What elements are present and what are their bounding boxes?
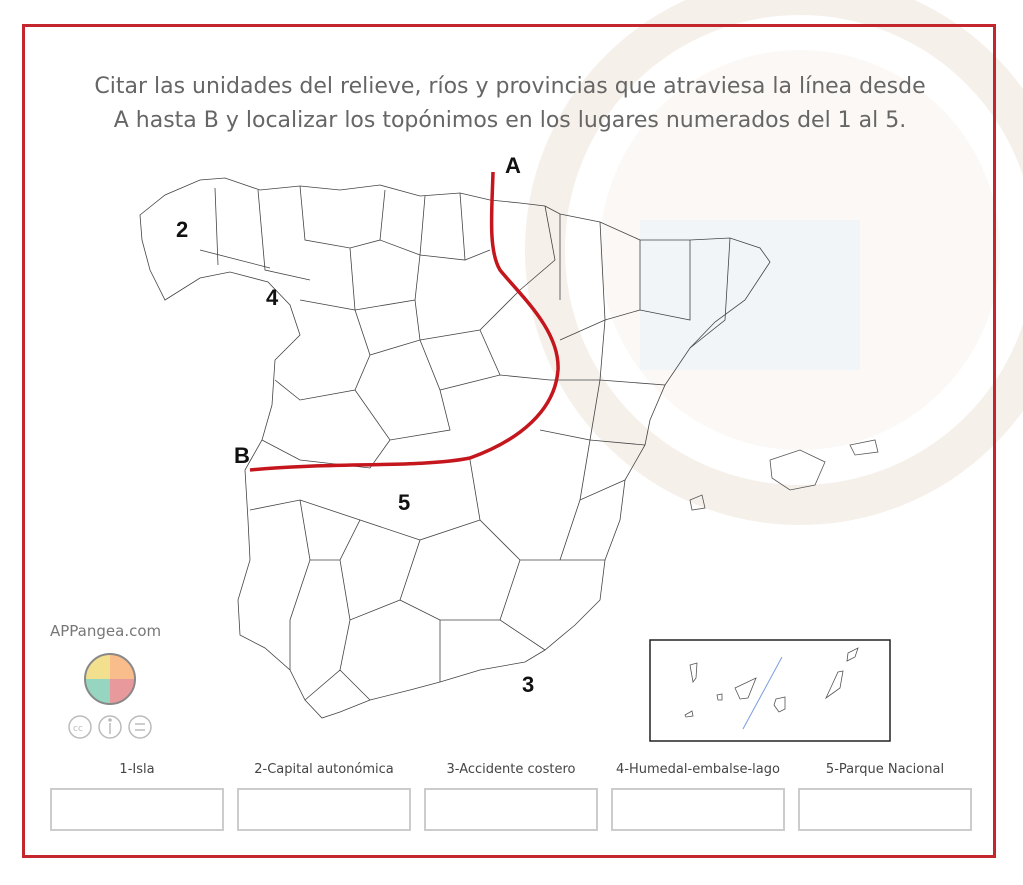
point-b-label: B xyxy=(234,443,250,468)
no-derivatives-icon xyxy=(128,715,152,739)
province-borders xyxy=(139,177,771,719)
marker-4: 4 xyxy=(266,285,279,310)
instructions: Citar las unidades del relieve, ríos y p… xyxy=(30,70,990,138)
field-label-capital: 2-Capital autonómica xyxy=(254,762,394,777)
answer-field-isla[interactable] xyxy=(50,788,224,831)
instructions-line-1: Citar las unidades del relieve, ríos y p… xyxy=(94,74,926,99)
balearic-islands xyxy=(689,439,879,511)
field-label-isla: 1-Isla xyxy=(119,762,155,777)
route-a-to-b xyxy=(249,171,560,472)
field-label-humedal: 4-Humedal-embalse-lago xyxy=(616,762,780,777)
worksheet-frame xyxy=(22,24,996,858)
answer-field-humedal[interactable] xyxy=(611,788,785,831)
marker-2: 2 xyxy=(176,217,188,242)
point-a-label: A xyxy=(505,153,521,178)
license-icons: cc xyxy=(68,715,152,739)
attribution-icon xyxy=(98,715,122,739)
answer-field-parque[interactable] xyxy=(798,788,972,831)
canary-islands-inset xyxy=(649,639,891,742)
cc-icon xyxy=(68,715,92,739)
brand-name: APPangea.com xyxy=(50,622,162,640)
marker-3: 3 xyxy=(522,672,534,697)
instructions-line-2: A hasta B y localizar los topónimos en l… xyxy=(113,108,907,133)
answer-field-accidente[interactable] xyxy=(424,788,598,831)
field-label-accidente: 3-Accidente costero xyxy=(446,762,576,777)
spain-outline xyxy=(139,177,771,719)
appangea-logo xyxy=(84,653,136,705)
field-label-parque: 5-Parque Nacional xyxy=(825,762,945,777)
answer-field-capital[interactable] xyxy=(237,788,411,831)
svg-text:cc: cc xyxy=(73,724,83,734)
marker-5: 5 xyxy=(398,490,410,515)
